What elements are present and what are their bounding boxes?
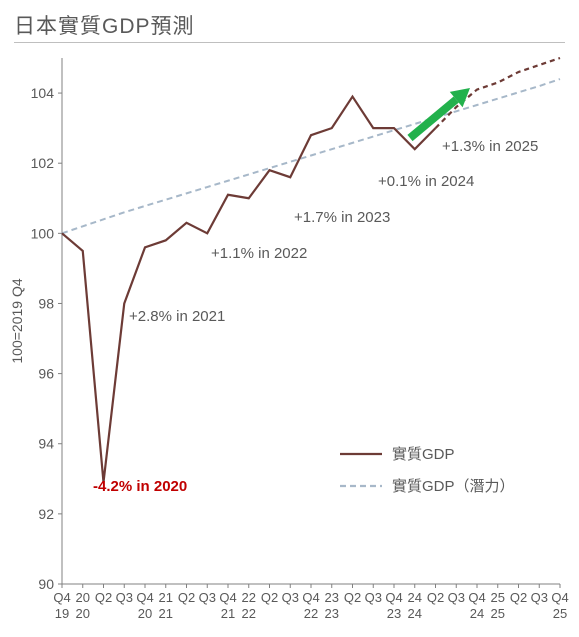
x-tick-year: 19 [55, 606, 69, 621]
x-tick-year: 20 [138, 606, 152, 621]
x-tick-quarter: Q2 [510, 590, 527, 605]
x-tick-year: 24 [470, 606, 484, 621]
x-tick-quarter: Q3 [531, 590, 548, 605]
y-tick-label: 98 [38, 295, 54, 311]
x-tick-quarter: Q3 [199, 590, 216, 605]
growth-annotation: -4.2% in 2020 [93, 478, 187, 495]
x-tick-quarter: Q3 [282, 590, 299, 605]
x-tick-quarter: Q4 [302, 590, 319, 605]
growth-annotation: +0.1% in 2024 [378, 173, 474, 190]
x-tick-year: 25 [553, 606, 567, 621]
x-tick-quarter: Q4 [551, 590, 568, 605]
x-tick-quarter: 20 [76, 590, 90, 605]
x-tick-quarter: Q3 [365, 590, 382, 605]
x-tick-quarter: Q2 [95, 590, 112, 605]
x-tick-quarter: Q3 [116, 590, 133, 605]
x-tick-year: 24 [408, 606, 422, 621]
x-tick-quarter: 24 [408, 590, 422, 605]
x-tick-quarter: Q3 [448, 590, 465, 605]
growth-annotation: +1.7% in 2023 [294, 209, 390, 226]
x-tick-quarter: 21 [159, 590, 173, 605]
x-tick-quarter: Q4 [136, 590, 153, 605]
x-tick-quarter: Q4 [219, 590, 236, 605]
gdp-forecast-chart: 日本實質GDP預測 9092949698100102104100=2019 Q4… [0, 0, 579, 637]
x-tick-year: 22 [304, 606, 318, 621]
y-tick-label: 96 [38, 366, 54, 382]
x-tick-year: 23 [325, 606, 339, 621]
x-tick-year: 22 [242, 606, 256, 621]
x-tick-quarter: Q4 [385, 590, 402, 605]
growth-annotation: +1.3% in 2025 [442, 138, 538, 155]
x-tick-quarter: 25 [491, 590, 505, 605]
x-tick-year: 23 [387, 606, 401, 621]
legend-label: 實質GDP [392, 445, 455, 463]
trend-arrow-shaft [410, 100, 456, 138]
growth-annotation: +1.1% in 2022 [211, 245, 307, 262]
x-tick-year: 21 [221, 606, 235, 621]
y-tick-label: 102 [31, 155, 55, 171]
x-tick-quarter: Q2 [178, 590, 195, 605]
x-tick-quarter: Q4 [468, 590, 485, 605]
chart-svg: 9092949698100102104100=2019 Q4Q4192020Q2… [0, 0, 579, 637]
x-tick-quarter: Q2 [427, 590, 444, 605]
y-axis-label: 100=2019 Q4 [9, 278, 25, 363]
x-tick-quarter: Q4 [53, 590, 70, 605]
x-tick-quarter: Q2 [261, 590, 278, 605]
y-tick-label: 90 [38, 576, 54, 592]
y-tick-label: 92 [38, 506, 54, 522]
title-underline [14, 42, 565, 43]
real-gdp-line [62, 97, 436, 483]
x-tick-year: 25 [491, 606, 505, 621]
y-tick-label: 100 [31, 225, 55, 241]
x-tick-quarter: Q2 [344, 590, 361, 605]
x-tick-quarter: 22 [242, 590, 256, 605]
growth-annotation: +2.8% in 2021 [129, 308, 225, 325]
y-tick-label: 94 [38, 436, 54, 452]
chart-title: 日本實質GDP預測 [14, 10, 195, 40]
legend-label: 實質GDP（潛力） [392, 477, 515, 495]
x-tick-year: 20 [76, 606, 90, 621]
x-tick-year: 21 [159, 606, 173, 621]
x-tick-quarter: 23 [325, 590, 339, 605]
y-tick-label: 104 [31, 85, 55, 101]
